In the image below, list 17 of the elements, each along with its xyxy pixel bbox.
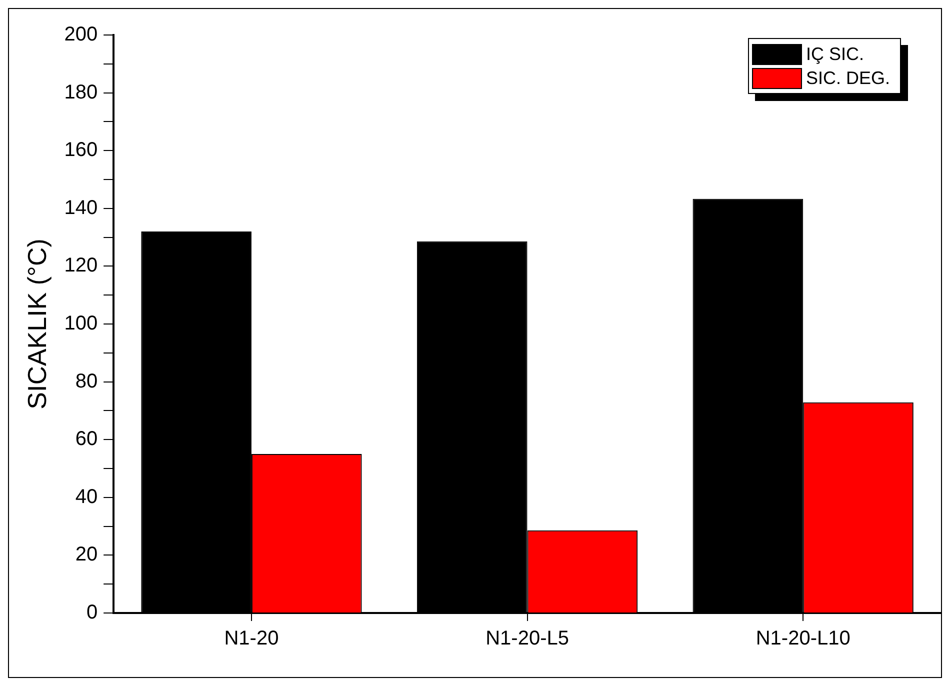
x-tick-label: N1-20-L10 [756, 628, 850, 650]
x-tick-label: N1-20-L5 [486, 628, 569, 650]
legend-label: IÇ SIC. [806, 44, 864, 64]
y-tick-label: 140 [64, 196, 98, 219]
y-tick-label: 0 [86, 602, 98, 624]
legend-label: SIC. DEG. [806, 68, 890, 88]
y-tick-label: 160 [64, 139, 98, 162]
y-tick-label: 60 [75, 428, 98, 450]
y-tick-label: 20 [75, 544, 98, 566]
y-tick-label: 200 [64, 24, 98, 46]
y-tick-label: 180 [64, 81, 98, 104]
y-tick-label: 40 [75, 486, 98, 508]
y-axis-title: SICAKLIK (°C) [22, 238, 52, 410]
y-tick-label: 100 [64, 312, 98, 335]
y-tick-label: 120 [64, 254, 98, 277]
x-tick-label: N1-20 [224, 628, 279, 650]
y-tick-label: 80 [75, 370, 98, 392]
